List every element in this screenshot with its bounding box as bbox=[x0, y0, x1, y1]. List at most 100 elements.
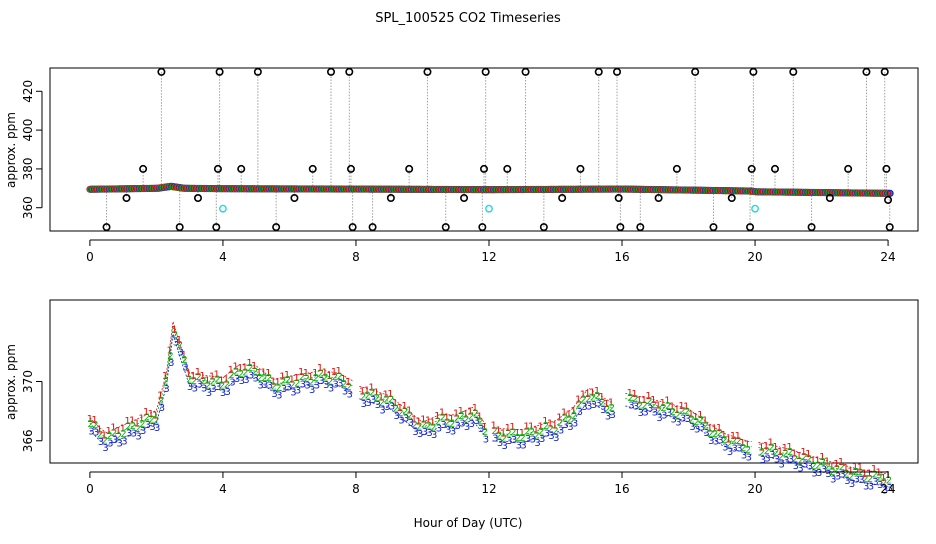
series-2-marker: 2 bbox=[609, 403, 615, 414]
series-1-marker: 1 bbox=[195, 367, 201, 378]
series-2-marker: 2 bbox=[576, 400, 582, 411]
flagged-point bbox=[844, 164, 853, 173]
series-3-marker: 3 bbox=[121, 436, 127, 447]
series-3-marker: 3 bbox=[384, 402, 390, 413]
top-plot-frame bbox=[49, 67, 919, 232]
series-3-marker: 3 bbox=[154, 423, 160, 434]
series-2-marker: 2 bbox=[604, 404, 610, 415]
flagged-point bbox=[727, 194, 736, 203]
series-1-marker: 1 bbox=[190, 371, 196, 382]
series-2-marker: 2 bbox=[468, 412, 474, 423]
series-3-marker: 3 bbox=[577, 407, 583, 418]
series-2-marker: 2 bbox=[581, 395, 587, 406]
series-2-marker: 2 bbox=[299, 372, 305, 383]
series-2-marker: 2 bbox=[858, 468, 864, 479]
series-1-marker: 1 bbox=[692, 412, 698, 423]
series-1-marker: 1 bbox=[744, 440, 750, 451]
series-3-marker: 3 bbox=[797, 464, 803, 475]
series-2-marker: 2 bbox=[651, 400, 657, 411]
series-1-marker: 1 bbox=[453, 408, 459, 419]
series-3-marker: 3 bbox=[229, 378, 235, 389]
series-3-marker: 3 bbox=[107, 438, 113, 449]
series-1-marker: 1 bbox=[209, 372, 215, 383]
series-1-marker: 1 bbox=[96, 425, 102, 436]
series-2-marker: 2 bbox=[595, 391, 601, 402]
series-3-marker: 3 bbox=[534, 438, 540, 449]
series-2-marker: 2 bbox=[538, 427, 544, 438]
flagged-point bbox=[749, 67, 758, 76]
series-2-marker: 2 bbox=[186, 374, 192, 385]
series-3-marker: 3 bbox=[168, 358, 174, 369]
series-3-marker: 3 bbox=[563, 420, 569, 431]
series-1-marker: 1 bbox=[162, 371, 168, 382]
series-3-marker: 3 bbox=[131, 428, 137, 439]
series-1-marker: 1 bbox=[256, 368, 262, 379]
series-1-marker: 1 bbox=[711, 424, 717, 435]
flagged-point bbox=[423, 67, 432, 76]
series-2-marker: 2 bbox=[97, 430, 103, 441]
series-1-marker: 1 bbox=[655, 400, 661, 411]
flagged-point bbox=[613, 67, 622, 76]
series-1-marker: 1 bbox=[636, 396, 642, 407]
series-1-marker: 1 bbox=[505, 423, 511, 434]
series-2-marker: 2 bbox=[853, 467, 859, 478]
series-2-marker: 2 bbox=[252, 366, 258, 377]
series-3-marker: 3 bbox=[610, 410, 616, 421]
flagged-point bbox=[441, 223, 450, 232]
series-3-marker: 3 bbox=[788, 455, 794, 466]
series-2-marker: 2 bbox=[684, 407, 690, 418]
series-1-marker: 1 bbox=[115, 426, 121, 437]
series-line-3 bbox=[89, 333, 889, 488]
flagged-point bbox=[825, 194, 834, 203]
series-1-marker: 1 bbox=[167, 346, 173, 357]
series-2-marker: 2 bbox=[670, 407, 676, 418]
series-2-marker: 2 bbox=[369, 388, 375, 399]
flagged-point bbox=[237, 164, 246, 173]
flagged-point bbox=[691, 67, 700, 76]
series-2-marker: 2 bbox=[120, 429, 126, 440]
series-2-marker: 2 bbox=[740, 443, 746, 454]
series-1-marker: 1 bbox=[805, 449, 811, 460]
series-1-marker: 1 bbox=[110, 423, 116, 434]
bottom-series-lines bbox=[89, 321, 889, 488]
series-1-marker: 1 bbox=[725, 434, 731, 445]
bottom-plot-frame bbox=[49, 299, 919, 464]
series-1-marker: 1 bbox=[566, 409, 572, 420]
series-2-marker: 2 bbox=[388, 394, 394, 405]
series-2-marker: 2 bbox=[158, 396, 164, 407]
series-2-marker: 2 bbox=[449, 419, 455, 430]
series-1-marker: 1 bbox=[739, 438, 745, 449]
series-2-marker: 2 bbox=[505, 428, 511, 439]
series-3-marker: 3 bbox=[703, 428, 709, 439]
y-tick-label: 366 bbox=[21, 429, 35, 452]
flagged-point bbox=[885, 223, 894, 232]
series-3-marker: 3 bbox=[680, 414, 686, 425]
series-2-marker: 2 bbox=[440, 413, 446, 424]
series-3-marker: 3 bbox=[840, 470, 846, 481]
series-3-marker: 3 bbox=[825, 469, 831, 480]
series-2-marker: 2 bbox=[515, 433, 521, 444]
series-2-marker: 2 bbox=[721, 435, 727, 446]
flagged-point bbox=[789, 67, 798, 76]
series-2-marker: 2 bbox=[825, 461, 831, 472]
series-2-marker: 2 bbox=[703, 421, 709, 432]
x-tick-label: 0 bbox=[86, 250, 94, 264]
series-1-marker: 1 bbox=[120, 424, 126, 435]
y-tick-label: 400 bbox=[21, 119, 35, 142]
series-1-marker: 1 bbox=[138, 414, 144, 425]
series-2-marker: 2 bbox=[379, 398, 385, 409]
series-1-marker: 1 bbox=[523, 421, 529, 432]
series-1-marker: 1 bbox=[608, 398, 614, 409]
series-2-marker: 2 bbox=[557, 418, 563, 429]
series-2-marker: 2 bbox=[144, 412, 150, 423]
series-2-marker: 2 bbox=[210, 377, 216, 388]
series-1-marker: 1 bbox=[669, 402, 675, 413]
series-3-marker: 3 bbox=[511, 435, 517, 446]
series-3-marker: 3 bbox=[426, 428, 432, 439]
series-2-marker: 2 bbox=[181, 355, 187, 366]
y-tick-label: 370 bbox=[21, 370, 35, 393]
series-1-marker: 1 bbox=[129, 416, 135, 427]
flagged-point bbox=[539, 223, 548, 232]
series-2-marker: 2 bbox=[365, 391, 371, 402]
series-2-marker: 2 bbox=[149, 414, 155, 425]
